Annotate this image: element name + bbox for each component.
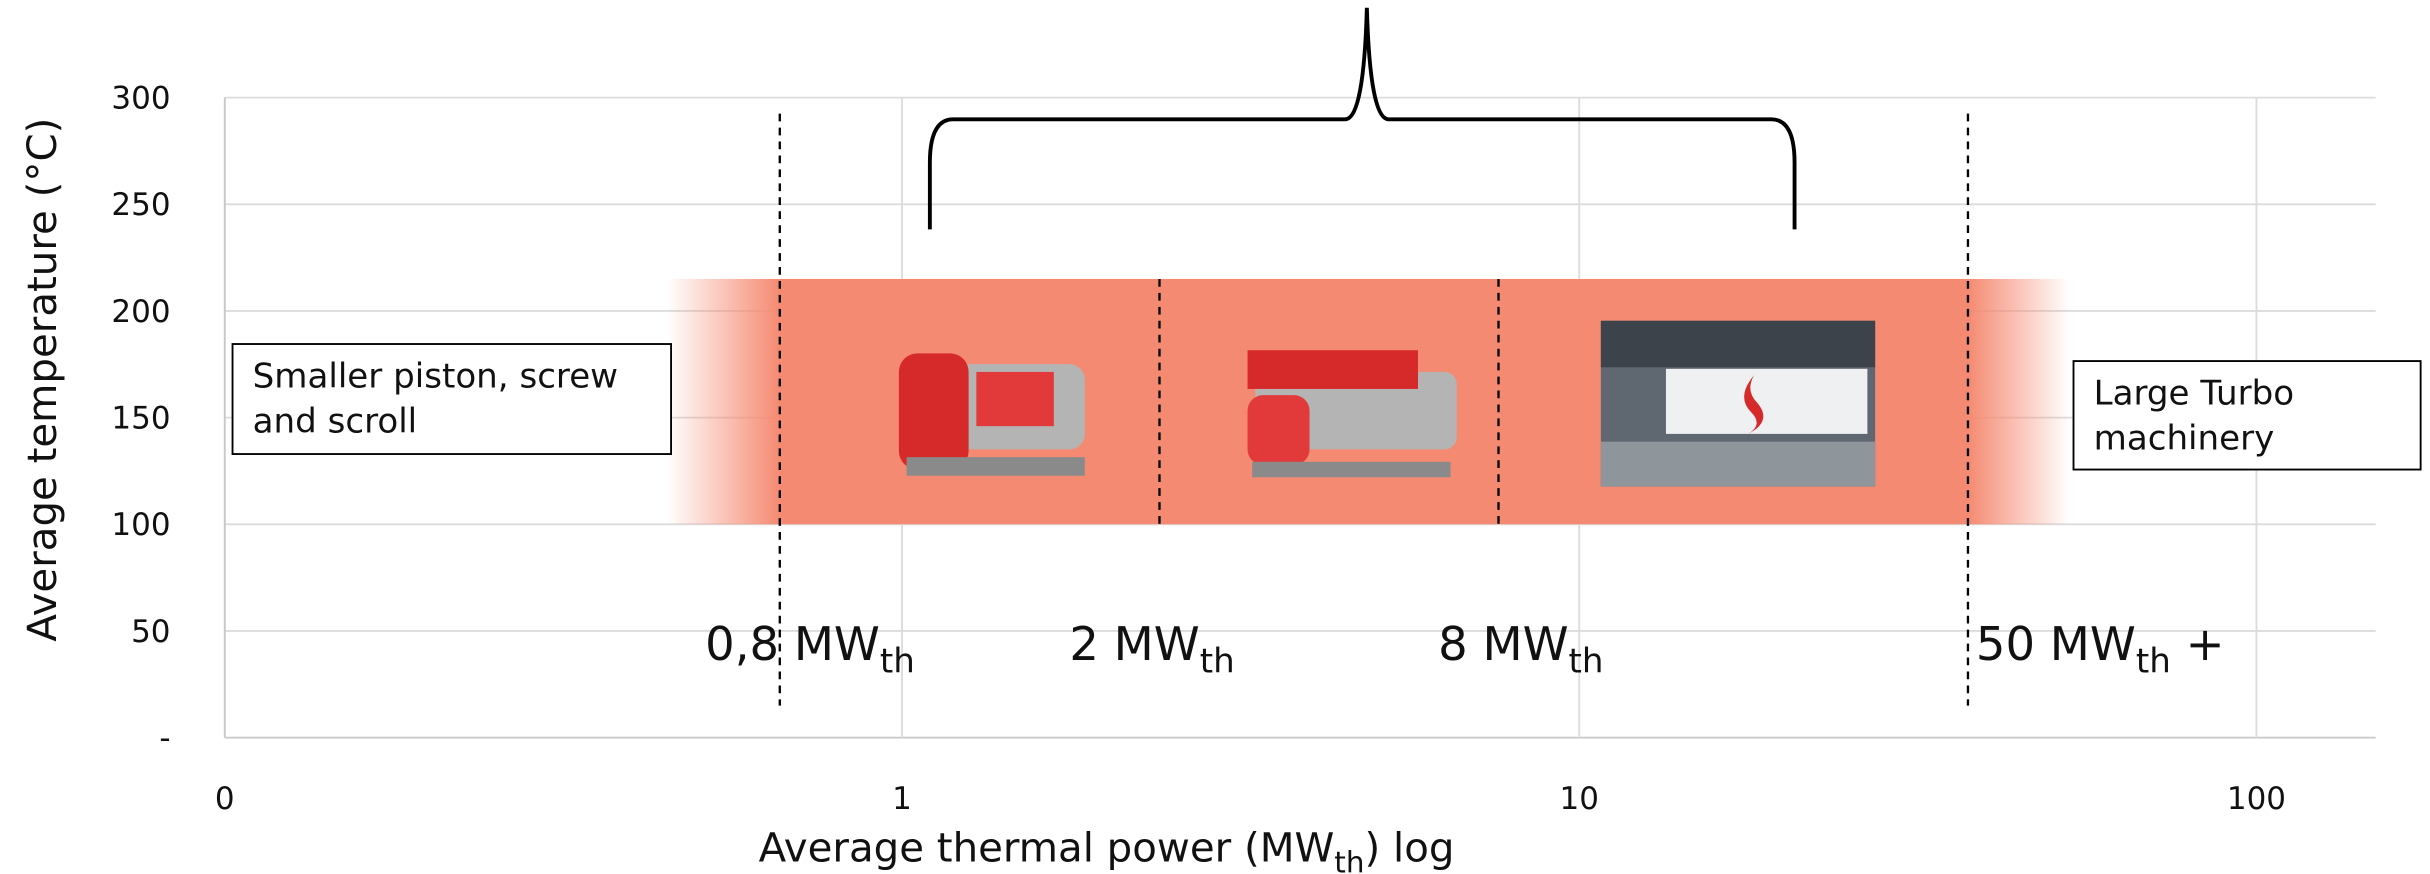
right-box-text: machinery <box>2094 418 2275 458</box>
screw-machine-image <box>1247 350 1457 478</box>
x-tick-label: 100 <box>2227 781 2286 817</box>
power-label: 50 MWth + <box>1976 617 2225 681</box>
x-tick-label: 10 <box>1559 781 1598 817</box>
power-label: 0,8 MWth <box>705 617 915 681</box>
power-label: 2 MWth <box>1069 617 1234 681</box>
brace <box>927 7 1797 230</box>
power-label-sub: th <box>880 642 915 682</box>
y-tick-label: 250 <box>111 187 170 223</box>
piston-machine-image <box>898 353 1085 476</box>
left-box-text: Smaller piston, screw <box>253 356 618 396</box>
x-axis-label-text: Average thermal power (MW <box>759 825 1335 872</box>
x-tick-label: 0 <box>215 781 235 817</box>
y-tick-label: 200 <box>111 294 170 330</box>
left-box-text: and scroll <box>253 401 417 441</box>
turbo-machinery-image <box>1600 320 1876 487</box>
right-box <box>2072 360 2422 471</box>
x-axis-label-sub: th <box>1334 845 1364 874</box>
y-axis-label: Average temperature (°C) <box>19 118 66 642</box>
power-label-sub: th <box>1200 642 1235 682</box>
power-label-text: 0,8 MW <box>705 617 880 671</box>
left-box <box>231 343 673 455</box>
right-box-text: Large Turbo <box>2094 373 2294 413</box>
power-label-sub: th <box>2136 642 2171 682</box>
power-label-suffix: + <box>2171 617 2225 671</box>
x-tick-label: 1 <box>892 781 912 817</box>
y-tick-label: 300 <box>111 80 170 116</box>
y-tick-label: 150 <box>111 400 170 436</box>
text-layer: - 50 100 150 200 250 300 0 1 10 100 Average thermal… <box>19 80 2286 874</box>
power-label: 8 MWth <box>1438 617 1603 681</box>
power-label-text: 50 MW <box>1976 617 2136 671</box>
x-axis-label-suffix: ) log <box>1365 825 1455 872</box>
y-tick-label: 50 <box>131 614 170 650</box>
y-tick-label: 100 <box>111 507 170 543</box>
power-label-sub: th <box>1569 642 1604 682</box>
y-tick-label: - <box>159 720 170 756</box>
x-axis-label: Average thermal power (MWth) log <box>759 825 1455 874</box>
power-label-text: 8 MW <box>1438 617 1568 671</box>
power-label-text: 2 MW <box>1069 617 1199 671</box>
